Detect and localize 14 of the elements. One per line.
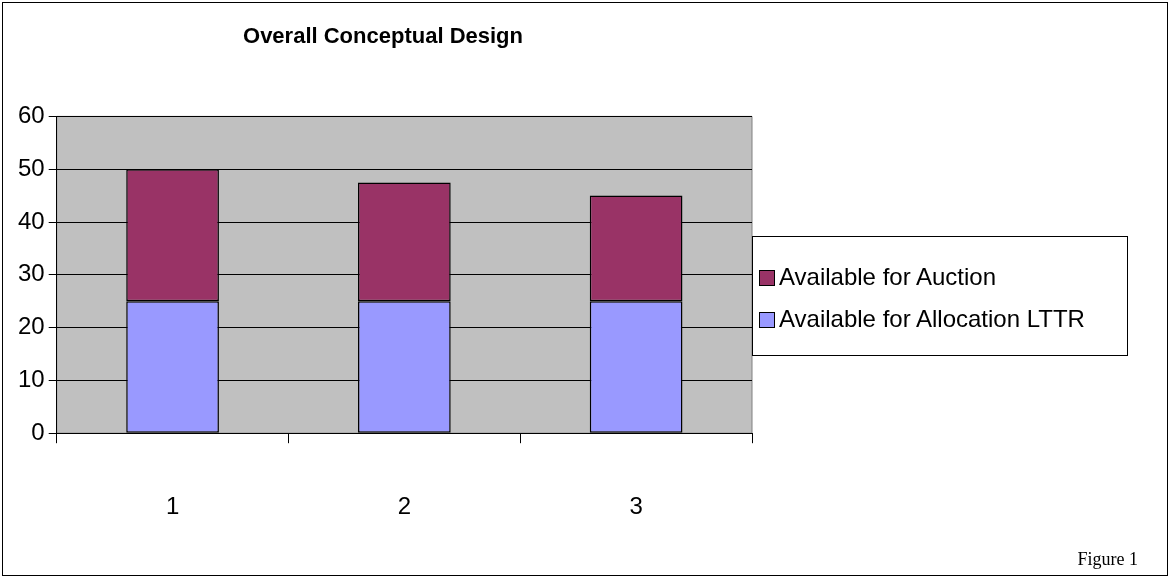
y-tick-label: 50	[17, 153, 45, 181]
legend-label: Available for Auction	[779, 263, 997, 291]
y-tick-label: 0	[31, 417, 45, 445]
y-tick-label: 40	[17, 206, 45, 234]
x-tick-label: 3	[629, 492, 643, 520]
legend-label: Available for Allocation LTTR	[779, 305, 1085, 333]
y-tick-label: 10	[17, 365, 45, 393]
y-tick-label: 30	[17, 259, 45, 287]
chart-title: Overall Conceptual Design	[243, 23, 523, 49]
x-tick-label: 2	[397, 492, 412, 520]
y-tick-label: 60	[17, 101, 45, 129]
caption: Figure 1	[1077, 549, 1138, 570]
x-tick-label: 1	[165, 492, 180, 520]
y-tick-label: 20	[17, 312, 45, 340]
